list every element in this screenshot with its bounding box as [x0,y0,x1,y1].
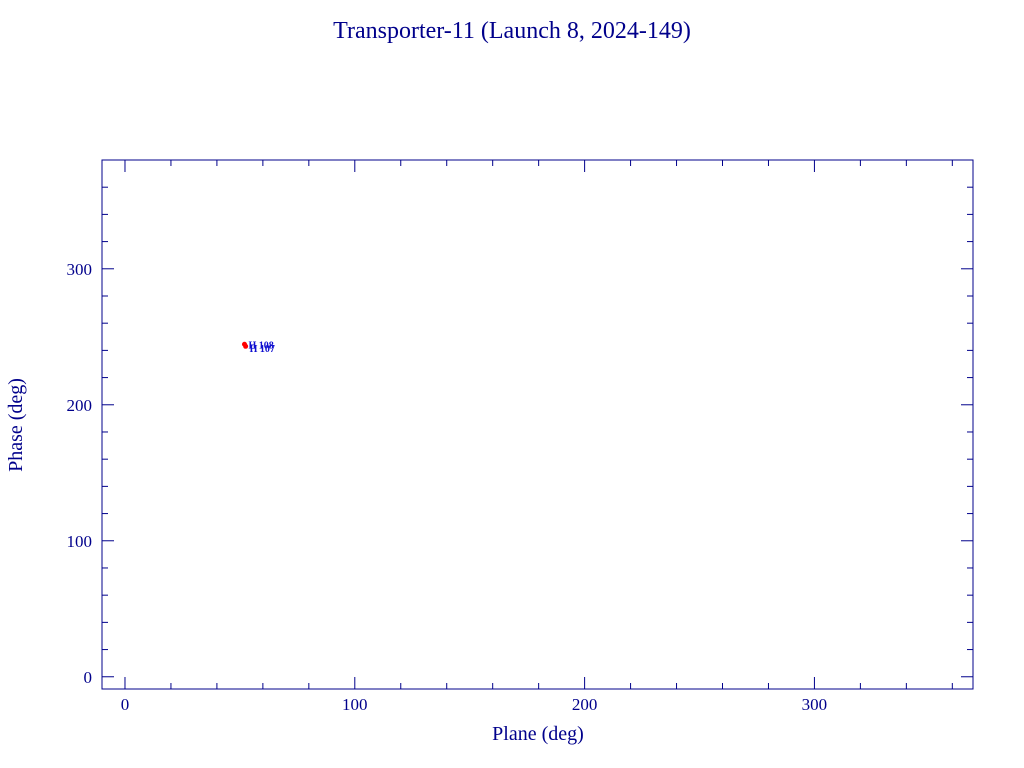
x-tick-label: 0 [121,695,130,714]
point-label: H 107 [250,344,275,355]
x-tick-label: 100 [342,695,368,714]
y-tick-label: 100 [67,532,93,551]
x-tick-label: 200 [572,695,598,714]
x-tick-label: 300 [802,695,828,714]
y-axis-label: Phase (deg) [5,378,27,472]
y-tick-label: 200 [67,396,93,415]
y-tick-label: 0 [84,668,93,687]
plot-frame [101,159,974,690]
chart-title: Transporter-11 (Launch 8, 2024-149) [333,18,691,44]
point [243,343,249,349]
x-axis-label: Plane (deg) [492,723,584,745]
point-label: H 108 [248,340,273,351]
y-tick-label: 300 [67,260,93,279]
